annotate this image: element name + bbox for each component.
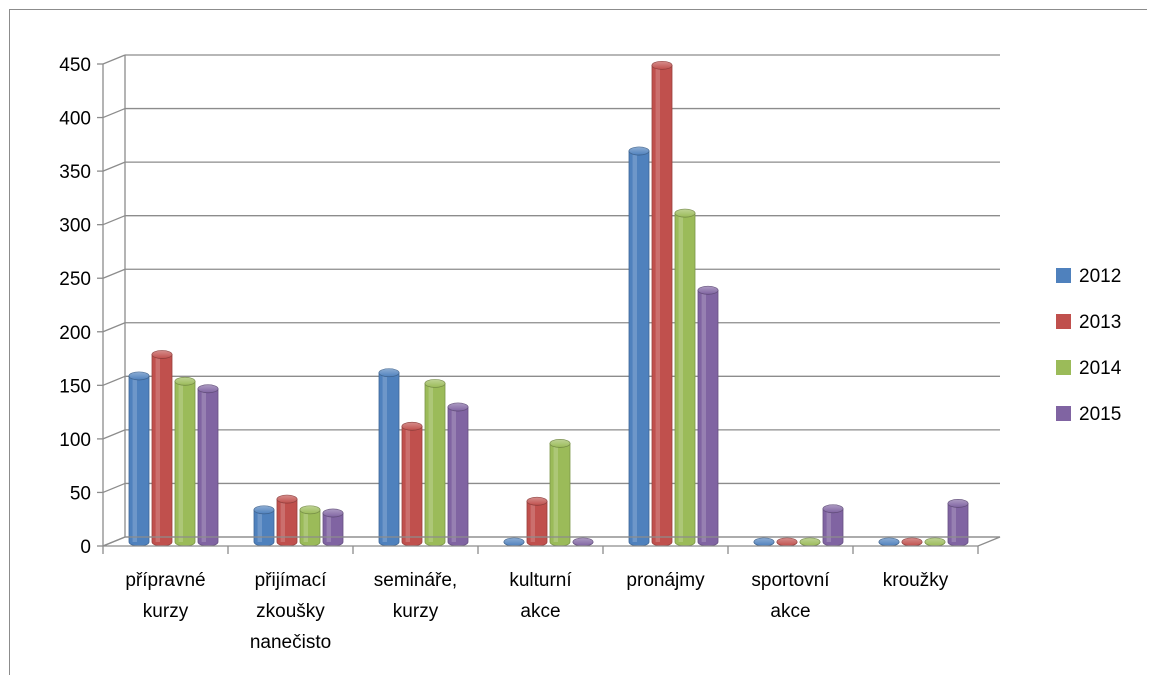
bar (901, 537, 923, 547)
x-tick-label: kroužky (883, 570, 949, 591)
legend: 2012 2013 2014 2015 (1056, 266, 1122, 425)
y-tick-label: 300 (59, 216, 91, 237)
bar (322, 508, 344, 547)
y-tick-label: 200 (59, 323, 91, 344)
bar (276, 494, 298, 547)
x-tick-label: semináře, (374, 570, 457, 591)
bar (753, 537, 775, 547)
legend-swatch (1056, 360, 1071, 375)
bar (924, 537, 946, 547)
bar (947, 499, 969, 547)
bar (253, 505, 275, 547)
x-tick-label: nanečisto (250, 632, 331, 653)
gridline-side (102, 429, 126, 440)
gridline-side (102, 482, 126, 494)
bar (401, 421, 423, 547)
legend-label: 2014 (1079, 358, 1122, 379)
gridline-side (102, 268, 126, 279)
x-tick-label: akce (770, 601, 810, 622)
gridline-side (102, 215, 126, 226)
x-tick-label: akce (520, 601, 560, 622)
bar (197, 384, 219, 547)
legend-label: 2013 (1079, 312, 1121, 333)
y-tick-label: 450 (59, 55, 91, 76)
bar (151, 350, 173, 547)
bar (526, 496, 548, 547)
bar (128, 371, 150, 547)
gridline-side (102, 161, 126, 172)
x-tick-label: přípravné (125, 570, 205, 591)
y-tick-label: 350 (59, 162, 91, 183)
legend-label: 2012 (1079, 266, 1121, 287)
gridline-side (102, 54, 126, 65)
gridline-side (102, 107, 126, 119)
x-tick-label: kurzy (143, 601, 189, 622)
bar (549, 439, 571, 547)
bar (674, 208, 696, 547)
bar (822, 504, 844, 547)
x-tick-label: sportovní (751, 570, 830, 591)
bar (697, 285, 719, 547)
legend-swatch (1056, 268, 1071, 283)
y-tick-label: 150 (59, 376, 91, 397)
x-tick-label: kurzy (393, 601, 439, 622)
y-tick-label: 100 (59, 430, 91, 451)
bar (447, 402, 469, 547)
legend-label: 2015 (1079, 404, 1121, 425)
x-tick-label: kulturní (509, 570, 572, 591)
gridline-side (102, 375, 126, 386)
bar (378, 368, 400, 547)
bar (572, 537, 594, 547)
y-tick-label: 250 (59, 269, 91, 290)
x-tick-label: přijímací (255, 570, 328, 591)
bar (174, 376, 196, 547)
bar (799, 537, 821, 547)
x-tick-label: zkoušky (256, 601, 325, 622)
bar (776, 537, 798, 547)
bar (628, 146, 650, 547)
gridline-side (102, 322, 126, 333)
legend-swatch (1056, 406, 1071, 421)
y-tick-label: 400 (59, 109, 91, 130)
bar (651, 60, 673, 547)
x-tick-label: pronájmy (626, 570, 705, 591)
floor (102, 536, 1001, 547)
bar (503, 537, 525, 547)
y-tick-label: 50 (70, 483, 91, 504)
axes: 0 50 100 150 200 250 300 350 400 450 přípravné kurz… (59, 55, 1001, 653)
bar (424, 379, 446, 547)
bar (878, 537, 900, 547)
legend-swatch (1056, 314, 1071, 329)
bar (299, 505, 321, 547)
bars (128, 60, 969, 547)
chart-frame (9, 9, 1147, 675)
y-tick-label: 0 (80, 537, 91, 558)
